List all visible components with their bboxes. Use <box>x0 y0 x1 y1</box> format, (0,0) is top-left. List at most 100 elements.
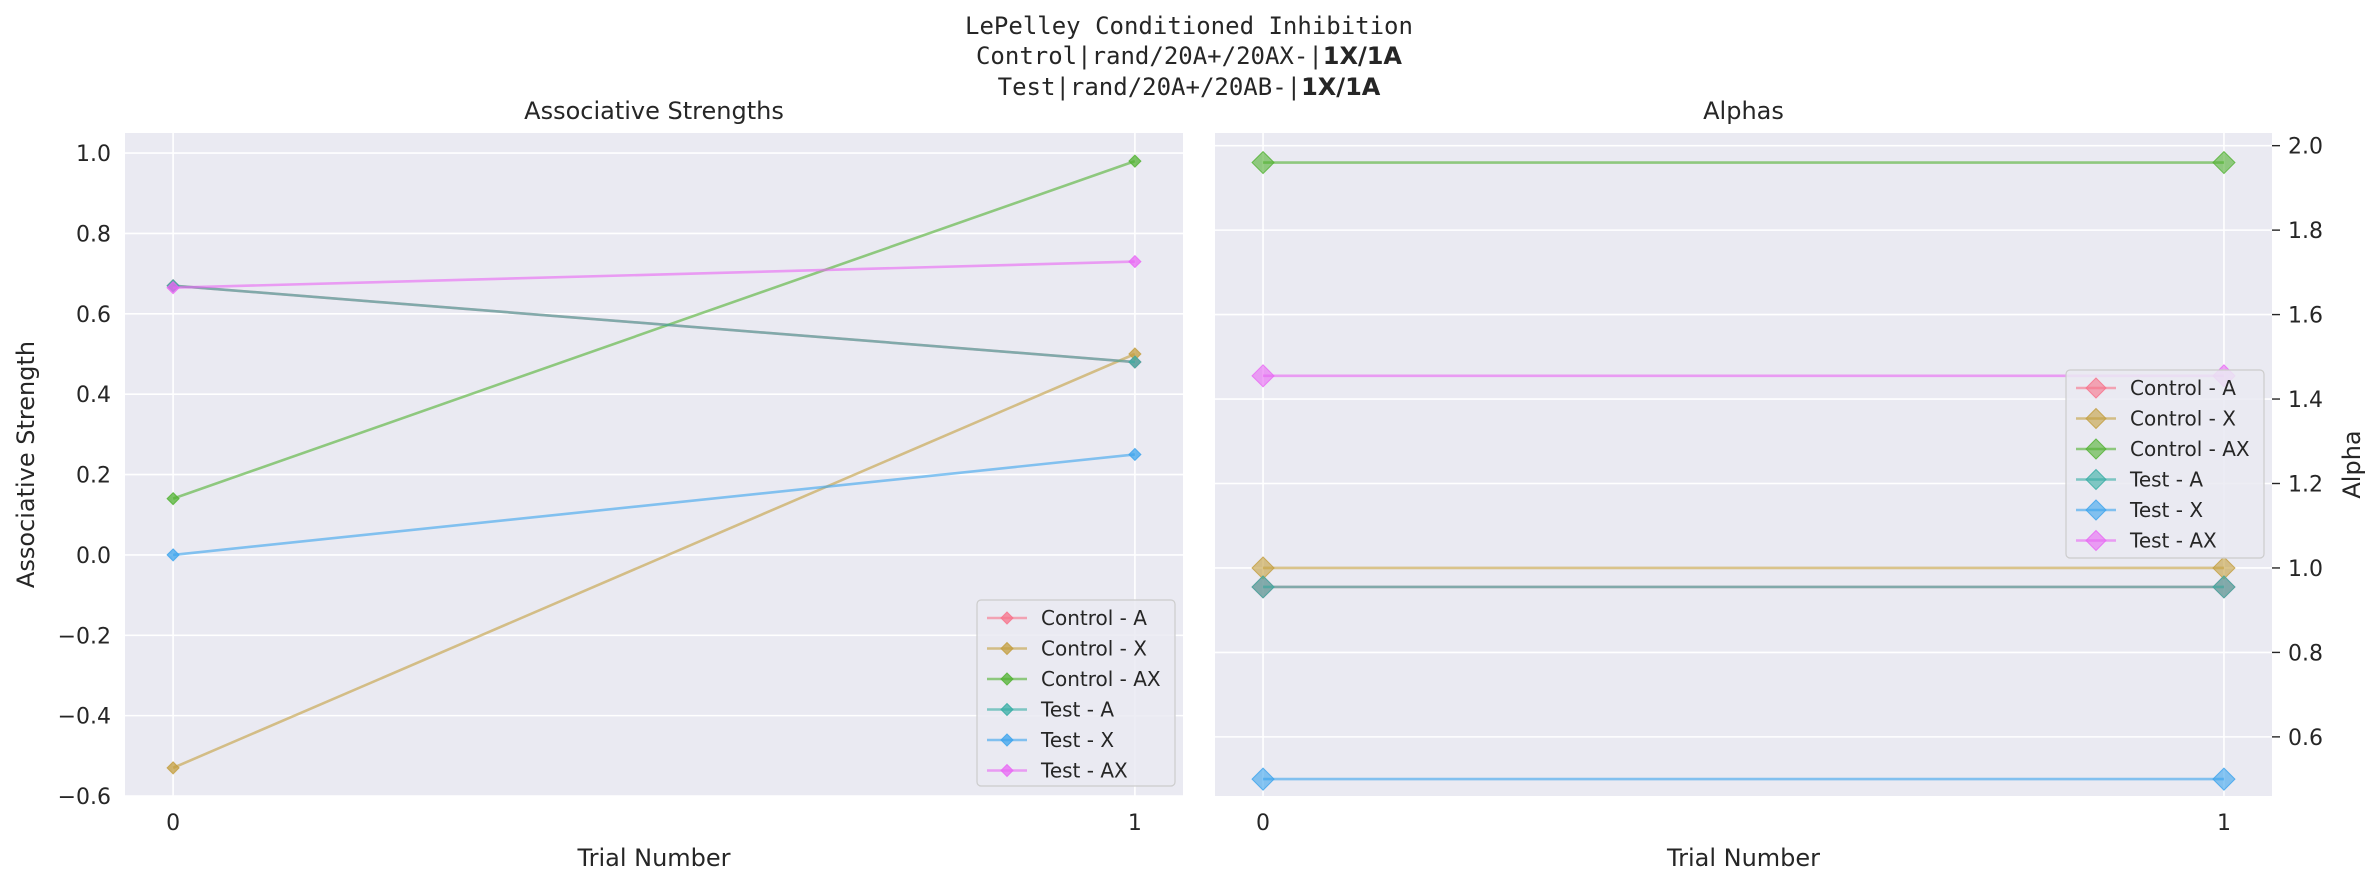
data-point <box>1251 575 1275 599</box>
legend-item: Test - AX <box>987 759 1128 783</box>
data-point <box>2212 575 2236 599</box>
associative-strengths-axes: −0.6 −0.4 −0.2 0.0 0.2 0.4 0.6 0.8 1.0 0 1 Associat… <box>12 97 1183 872</box>
data-point <box>2212 150 2236 175</box>
y-tick-label: 1.4 <box>2288 388 2323 413</box>
y-tick-label: 1.2 <box>2288 473 2323 498</box>
data-point <box>1128 254 1142 269</box>
y-tick-label: 0.2 <box>76 464 111 489</box>
series-control-x <box>166 347 1142 775</box>
data-point <box>166 548 180 562</box>
legend-item: Control - AX <box>987 667 1161 691</box>
legend-item: Test - A <box>987 698 1114 722</box>
alphas-axes: 0.6 0.8 1.0 1.2 1.4 1.6 1.8 2.0 0 1 Alphas Trial Nu… <box>1215 97 2366 872</box>
legend-label: Test - AX <box>1040 759 1128 783</box>
data-point <box>1128 154 1142 168</box>
suptitle-line-2-bold: 1X/1A <box>1323 42 1403 70</box>
series-line <box>172 352 1136 770</box>
legend-label: Test - X <box>1040 728 1114 752</box>
x-tick-label: 0 <box>166 811 180 836</box>
data-point <box>1251 150 1275 175</box>
legend-marker <box>2085 529 2107 552</box>
legend-item: Test - X <box>987 728 1114 752</box>
series-line <box>172 284 1136 364</box>
y-tick-label: −0.6 <box>58 785 111 810</box>
legend-marker <box>2085 499 2107 521</box>
suptitle-line-3: Test|rand/20A+/20AB-|1X/1A <box>998 73 1381 101</box>
data-point <box>2212 767 2236 791</box>
y-tick-label: 0.6 <box>2288 726 2323 751</box>
series-test-a <box>1251 575 2236 599</box>
suptitle-line-1: LePelley Conditioned Inhibition <box>965 12 1413 40</box>
legend-marker <box>1000 672 1014 686</box>
axes-title: Alphas <box>1703 97 1784 125</box>
series-line <box>172 453 1136 557</box>
y-tick-label: 1.0 <box>2288 557 2323 582</box>
legend-marker <box>1000 733 1014 747</box>
legend-marker <box>2085 407 2107 430</box>
y-axis-label: Alpha <box>2338 430 2366 498</box>
y-tick-label: 1.0 <box>76 142 111 167</box>
series-test-x <box>166 447 1142 562</box>
suptitle-line-2: Control|rand/20A+/20AX-|1X/1A <box>976 42 1402 70</box>
series-control-x <box>1251 556 2236 580</box>
axes-title: Associative Strengths <box>524 97 784 125</box>
data-point <box>1128 355 1142 369</box>
series-test-ax <box>166 254 1142 295</box>
legend-label: Control - AX <box>2130 437 2250 461</box>
legend-item: Test - AX <box>2076 529 2217 553</box>
y-tick-label: −0.4 <box>58 705 111 730</box>
y-tick-label: 0.4 <box>76 383 111 408</box>
y-tick-label: 0.6 <box>76 303 111 328</box>
legend-marker <box>2085 468 2107 491</box>
y-tick-label: 1.8 <box>2288 219 2323 244</box>
legend-marker <box>2085 438 2107 460</box>
legend-label: Control - A <box>1041 606 1147 630</box>
x-axis-label: Trial Number <box>1666 844 1820 872</box>
x-tick-label: 1 <box>2217 811 2231 836</box>
x-axis-label: Trial Number <box>576 844 730 872</box>
series-line <box>172 159 1136 500</box>
y-tick-label: 0.8 <box>76 222 111 247</box>
y-tick-label: 1.6 <box>2288 304 2323 329</box>
data-point <box>166 280 180 295</box>
legend-label: Test - A <box>1040 698 1114 722</box>
legend-label: Control - AX <box>1041 667 1161 691</box>
y-axis-label: Associative Strength <box>12 341 40 588</box>
data-point <box>166 761 180 775</box>
y-tick-label: 0.0 <box>76 544 111 569</box>
y-tick-label: −0.2 <box>58 624 111 649</box>
legend-label: Control - X <box>1041 637 1147 661</box>
x-tick-label: 1 <box>1128 811 1142 836</box>
legend-label: Test - X <box>2129 498 2203 522</box>
legend-item: Test - A <box>2076 468 2203 492</box>
suptitle-line-3-prefix: Test|rand/20A+/20AB-| <box>998 73 1301 101</box>
legend-label: Test - AX <box>2129 529 2217 553</box>
legend-label: Control - X <box>2130 407 2236 431</box>
legend-marker <box>1000 763 1014 778</box>
data-point <box>1128 447 1142 462</box>
legend-label: Test - A <box>2129 468 2203 492</box>
legend-item: Control - AX <box>2076 437 2250 461</box>
legend-item: Test - X <box>2076 498 2203 522</box>
legend-label: Control - A <box>2130 376 2236 400</box>
series-test-x <box>1251 767 2236 791</box>
legend-item: Control - A <box>2076 376 2236 400</box>
legend-marker <box>2085 377 2107 399</box>
y-tick-label: 0.8 <box>2288 641 2323 666</box>
legend-marker <box>1000 611 1014 625</box>
series-control-ax <box>1251 150 2236 175</box>
data-point <box>166 491 180 506</box>
legend-marker <box>1000 702 1014 717</box>
legend-item: Control - X <box>987 637 1147 661</box>
y-tick-label: 2.0 <box>2288 135 2323 160</box>
series-line <box>173 260 1135 289</box>
legend: Control - A Control - X Control - AX Test -… <box>976 599 1176 787</box>
legend-item: Control - X <box>2076 407 2236 431</box>
legend-item: Control - A <box>987 606 1147 630</box>
data-point <box>1251 364 1275 388</box>
suptitle-line-2-prefix: Control|rand/20A+/20AX-| <box>976 42 1323 70</box>
legend-marker <box>1000 641 1014 656</box>
series-control-ax <box>166 154 1142 506</box>
legend: Control - A Control - X Control - AX Test -… <box>2065 369 2265 559</box>
